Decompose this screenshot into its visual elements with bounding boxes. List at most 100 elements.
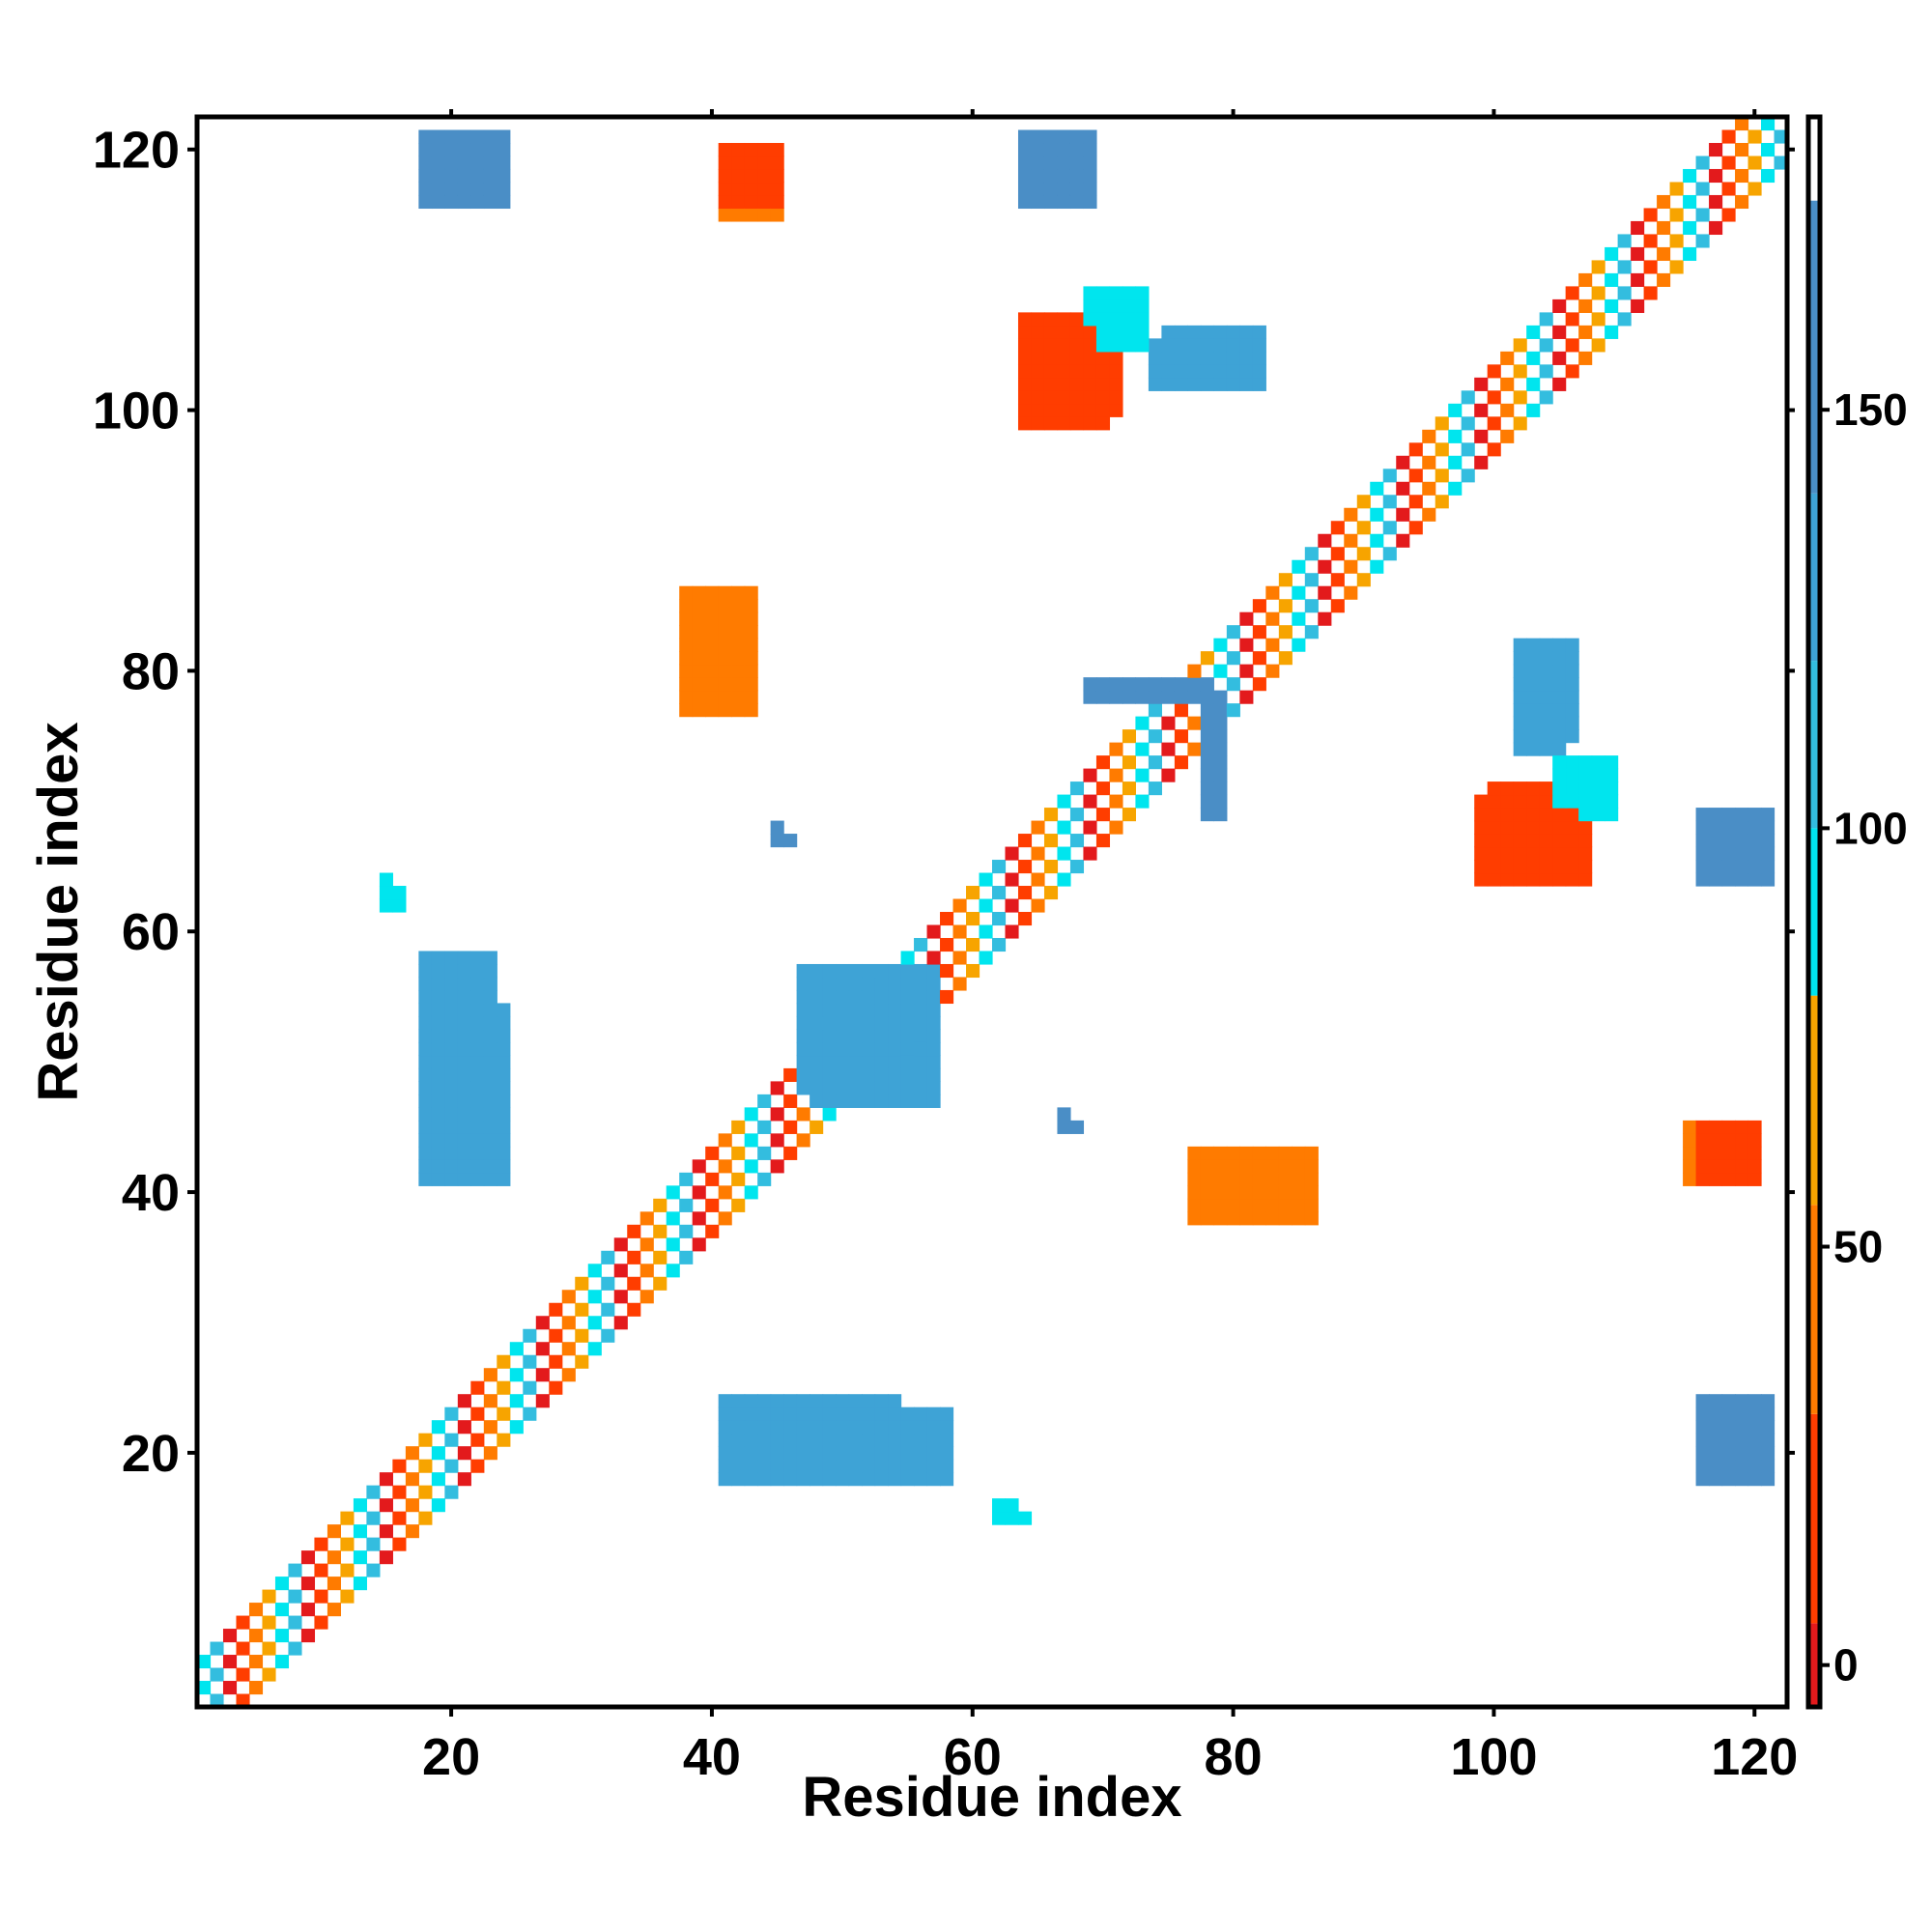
heatmap-cell [836, 1433, 850, 1447]
heatmap-cell [796, 1420, 810, 1435]
heatmap-cell [197, 1681, 212, 1695]
heatmap-cell [1709, 846, 1723, 861]
heatmap-cell [1735, 1433, 1749, 1447]
heatmap-cell [1135, 690, 1150, 704]
heatmap-cell [561, 1316, 576, 1330]
heatmap-cell [1200, 768, 1214, 782]
heatmap-cell [1252, 625, 1266, 639]
heatmap-cell [822, 1394, 837, 1408]
heatmap-cell [314, 1563, 328, 1577]
heatmap-cell [418, 1041, 433, 1057]
heatmap-cell [1109, 298, 1123, 313]
heatmap-cell [836, 1041, 850, 1057]
heatmap-cell [731, 1120, 746, 1134]
heatmap-cell [1747, 156, 1762, 170]
y-tick-label: 20 [122, 1425, 180, 1483]
heatmap-cell [1252, 1146, 1266, 1160]
heatmap-cell [770, 1459, 784, 1473]
heatmap-cell [926, 1406, 941, 1421]
heatmap-cell [900, 1446, 915, 1461]
heatmap-cell [836, 963, 850, 979]
heatmap-cell [1122, 677, 1137, 692]
heatmap-cell [1083, 312, 1097, 327]
heatmap-cell [1187, 1185, 1202, 1200]
heatmap-cell [1057, 403, 1071, 417]
heatmap-cell [1370, 559, 1384, 574]
x-tick-label: 20 [422, 1728, 480, 1786]
heatmap-cell [1161, 716, 1176, 730]
heatmap-cell [810, 1081, 824, 1095]
heatmap-cell [300, 1603, 316, 1617]
heatmap-cell [236, 1693, 250, 1708]
heatmap-cell [914, 1081, 928, 1095]
heatmap-cell [1017, 325, 1033, 339]
colorbar-tick-label: 50 [1833, 1222, 1883, 1272]
heatmap-cell [1396, 533, 1410, 548]
heatmap-cell [1148, 338, 1162, 353]
heatmap-cell [1226, 651, 1240, 666]
heatmap-cell [1526, 808, 1541, 822]
heatmap-cell [810, 1055, 824, 1069]
heatmap-cell [1109, 820, 1123, 835]
heatmap-cell [914, 977, 928, 991]
heatmap-cell [418, 1029, 433, 1043]
heatmap-cell [757, 1094, 772, 1108]
heatmap-cell [1017, 834, 1033, 848]
heatmap-cell [744, 651, 758, 666]
heatmap-cell [1552, 351, 1567, 365]
heatmap-cell [862, 1081, 876, 1095]
heatmap-cell [900, 963, 915, 979]
heatmap-cell [1252, 338, 1266, 353]
heatmap-cell [1031, 364, 1045, 379]
heatmap-cell [940, 989, 954, 1005]
heatmap-cell [444, 194, 459, 210]
heatmap-cell [483, 1107, 497, 1122]
heatmap-cell [1695, 1446, 1710, 1461]
heatmap-cell [1578, 794, 1593, 809]
heatmap-cell [731, 1198, 746, 1212]
heatmap-cell [1761, 117, 1776, 131]
heatmap-cell [1513, 716, 1527, 730]
heatmap-cell [300, 1577, 316, 1591]
heatmap-cell [327, 1550, 342, 1565]
heatmap-cell [731, 664, 746, 678]
heatmap-cell [575, 1302, 589, 1317]
heatmap-cell [796, 1446, 810, 1461]
heatmap-cell [744, 690, 758, 704]
heatmap-cell [705, 1198, 720, 1212]
heatmap-cell [1017, 377, 1033, 391]
heatmap-cell [1513, 364, 1527, 379]
heatmap-cell [431, 1081, 445, 1095]
heatmap-cell [1278, 651, 1293, 666]
heatmap-cell [757, 1433, 772, 1447]
heatmap-cell [731, 585, 746, 600]
heatmap-cell [470, 1055, 485, 1069]
heatmap-cell [718, 651, 732, 666]
heatmap-cell [1721, 1133, 1736, 1148]
heatmap-cell [848, 1041, 863, 1057]
heatmap-cell [914, 1472, 928, 1487]
heatmap-cell [744, 664, 758, 678]
heatmap-cell [1552, 834, 1567, 848]
heatmap-cell [1474, 820, 1489, 835]
heatmap-cell [900, 1459, 915, 1473]
heatmap-cell [457, 1041, 471, 1057]
y-axis: 20 40 60 80 100 120 [93, 122, 1795, 1483]
heatmap-cell [1747, 129, 1762, 144]
heatmap-cell [1043, 808, 1059, 822]
heatmap-cell [1552, 820, 1567, 835]
heatmap-cell [705, 611, 720, 626]
heatmap-cell [1200, 677, 1214, 692]
heatmap-cell [926, 1433, 941, 1447]
heatmap-cell [1174, 338, 1188, 353]
heatmap-cell [1200, 351, 1214, 365]
heatmap-cell [914, 1446, 928, 1461]
heatmap-cell [1200, 377, 1214, 391]
heatmap-cell [1500, 834, 1515, 848]
heatmap-cell [561, 1342, 576, 1356]
heatmap-cell [470, 1003, 485, 1017]
heatmap-cell [470, 963, 485, 979]
heatmap-cell [444, 1055, 459, 1069]
heatmap-cell [679, 1172, 694, 1186]
heatmap-cell [1735, 1406, 1749, 1421]
